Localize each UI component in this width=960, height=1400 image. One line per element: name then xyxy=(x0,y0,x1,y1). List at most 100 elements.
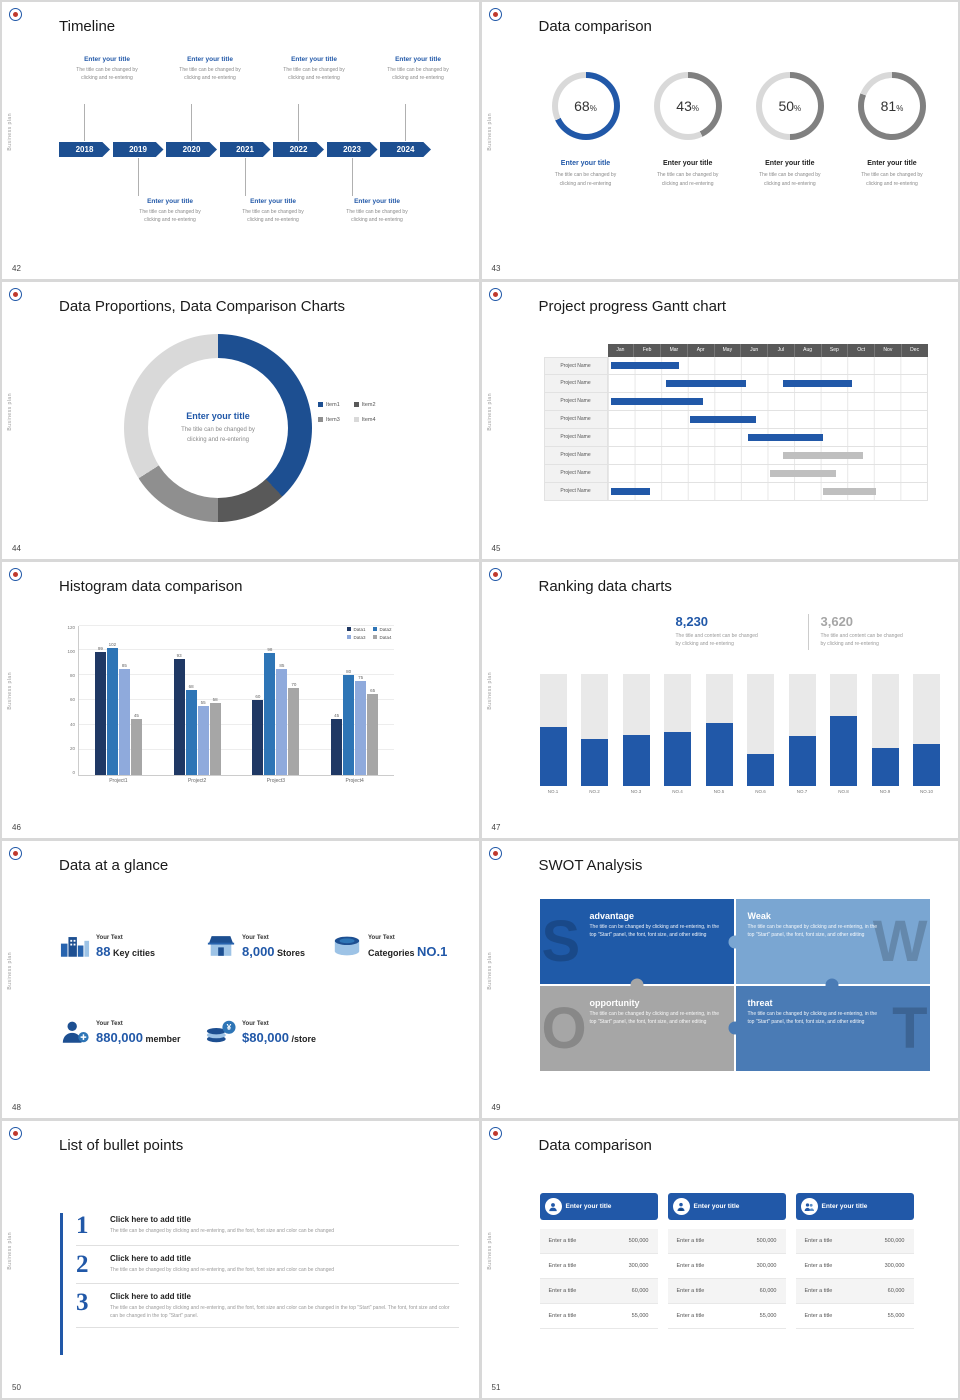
stat-number: NO.1 xyxy=(417,944,448,960)
swot-quadrant-w[interactable]: W Weak The title can be changed by clickin… xyxy=(735,899,930,985)
rank-track xyxy=(705,673,733,786)
slide-45-gantt[interactable]: Business plan Project progress Gantt cha… xyxy=(481,281,958,559)
gantt-row: Project Name xyxy=(543,482,928,501)
item-title[interactable]: Click here to add title xyxy=(110,1253,191,1263)
slide-48-data-at-a-glance[interactable]: Business plan Data at a glance Your Text… xyxy=(2,841,479,1119)
stat-line: 8,000 Stores xyxy=(242,943,305,961)
bar[interactable] xyxy=(118,669,130,775)
card-header[interactable]: Enter your title xyxy=(667,1193,786,1221)
item-title[interactable]: Click here to add title xyxy=(110,1215,191,1225)
rank-bar[interactable] xyxy=(913,744,940,786)
bar[interactable] xyxy=(276,669,288,775)
bar[interactable] xyxy=(197,706,209,775)
rank-bar[interactable] xyxy=(664,731,691,786)
slide-43-data-comparison[interactable]: Business plan Data comparison 68% Enter y… xyxy=(481,2,958,279)
bar[interactable] xyxy=(173,659,185,775)
rank-track xyxy=(747,673,774,786)
rank-bar[interactable] xyxy=(705,722,733,786)
bar[interactable] xyxy=(209,702,221,775)
gantt-bar[interactable] xyxy=(611,487,651,495)
year-chip[interactable]: 2018 xyxy=(59,142,110,157)
row-label: Enter a title xyxy=(676,1263,705,1270)
gantt-row: Project Name xyxy=(543,356,928,375)
card-header[interactable]: Enter your title xyxy=(539,1193,658,1221)
rank-bar[interactable] xyxy=(871,747,899,786)
bar[interactable] xyxy=(355,681,367,775)
year-chip[interactable]: 2024 xyxy=(380,142,431,157)
bar[interactable] xyxy=(331,718,343,775)
rank-bar[interactable] xyxy=(788,736,816,786)
stat-texts: Your Text 88 Key cities xyxy=(96,933,155,961)
gantt-bar[interactable] xyxy=(689,415,757,423)
ring-donut[interactable]: 43% xyxy=(653,72,722,140)
item-texts: Click here to add title The title can be … xyxy=(110,1292,459,1320)
year-chip[interactable]: 2023 xyxy=(326,142,378,157)
stat-text: by clicking and re-entering xyxy=(675,640,734,647)
slide-42-timeline[interactable]: Business plan Timeline Enter your title T… xyxy=(2,2,479,279)
gantt-bar[interactable] xyxy=(611,397,704,405)
card-header[interactable]: Enter your title xyxy=(795,1193,914,1221)
ring-donut[interactable]: 50% xyxy=(755,72,824,140)
item-number: 1 xyxy=(76,1212,89,1240)
swot-body: threat The title can be changed by clicki… xyxy=(748,998,880,1027)
progress-ring: 81% Enter your title The title can be chan… xyxy=(842,72,942,188)
gantt-bar[interactable] xyxy=(665,379,746,387)
item-title[interactable]: Click here to add title xyxy=(110,1292,191,1302)
gantt-bar[interactable] xyxy=(611,361,680,369)
bar[interactable] xyxy=(343,675,355,775)
stat-block: 8,230 The title and content can be change… xyxy=(676,614,796,648)
slide-title: Histogram data comparison xyxy=(59,577,243,595)
slide-44-donut-chart[interactable]: Business plan Data Proportions, Data Com… xyxy=(2,281,479,559)
bar-slot: 75 xyxy=(355,626,367,775)
row-label: Enter a title xyxy=(804,1238,833,1245)
gantt-track xyxy=(607,392,928,411)
slide-46-histogram[interactable]: Business plan Histogram data comparison … xyxy=(2,561,479,839)
year-chip[interactable]: 2022 xyxy=(273,142,324,157)
slide-51-data-cards[interactable]: Business plan Data comparison Enter your… xyxy=(481,1121,958,1398)
rank-bar[interactable] xyxy=(830,716,857,786)
year-chip[interactable]: 2019 xyxy=(112,142,164,157)
bar[interactable] xyxy=(252,700,264,775)
gantt-bar[interactable] xyxy=(748,433,823,441)
gantt-bar[interactable] xyxy=(782,379,853,387)
rank-bar[interactable] xyxy=(747,754,774,786)
timeline-canvas: Enter your title The title can be changed… xyxy=(2,2,479,279)
slide-50-bullet-list[interactable]: Business plan List of bullet points 1 Cli… xyxy=(2,1121,479,1398)
bar-slot: 98 xyxy=(264,626,276,775)
ring-title: Enter your title xyxy=(560,160,611,167)
ring-donut[interactable]: 81% xyxy=(857,72,926,140)
user-icon xyxy=(672,1198,690,1216)
gantt-bar[interactable] xyxy=(822,487,876,495)
bar[interactable] xyxy=(130,718,142,775)
rank-bar[interactable] xyxy=(622,735,650,786)
row-value: 55,000 xyxy=(759,1313,777,1320)
ring-donut[interactable]: 68% xyxy=(551,72,620,140)
connector-line xyxy=(137,158,139,196)
rank-bar[interactable] xyxy=(539,727,567,786)
bar[interactable] xyxy=(367,693,379,775)
bar[interactable] xyxy=(185,690,197,775)
gantt-bar[interactable] xyxy=(782,451,863,459)
bar[interactable] xyxy=(94,651,106,775)
person-icon xyxy=(544,1198,562,1216)
rank-bar[interactable] xyxy=(581,738,608,786)
bar[interactable] xyxy=(106,647,118,775)
row-label: Enter a title xyxy=(804,1313,833,1320)
timeline-entry: Enter your title The title can be changed… xyxy=(59,56,155,82)
stat-divider xyxy=(807,613,809,650)
year-chip[interactable]: 2021 xyxy=(219,142,271,157)
year-chip[interactable]: 2020 xyxy=(166,142,217,157)
donut-chart[interactable]: Enter your title The title can be change… xyxy=(124,333,312,522)
bar[interactable] xyxy=(264,652,276,775)
legend-label: Data3 xyxy=(353,634,366,640)
bar[interactable] xyxy=(288,687,300,775)
slide-title: Ranking data charts xyxy=(538,577,672,595)
row-label: Enter a title xyxy=(548,1238,577,1245)
slide-47-ranking[interactable]: Business plan Ranking data charts 8,230 T… xyxy=(481,561,958,839)
gantt-track xyxy=(607,428,928,447)
gantt-bar[interactable] xyxy=(769,469,837,477)
